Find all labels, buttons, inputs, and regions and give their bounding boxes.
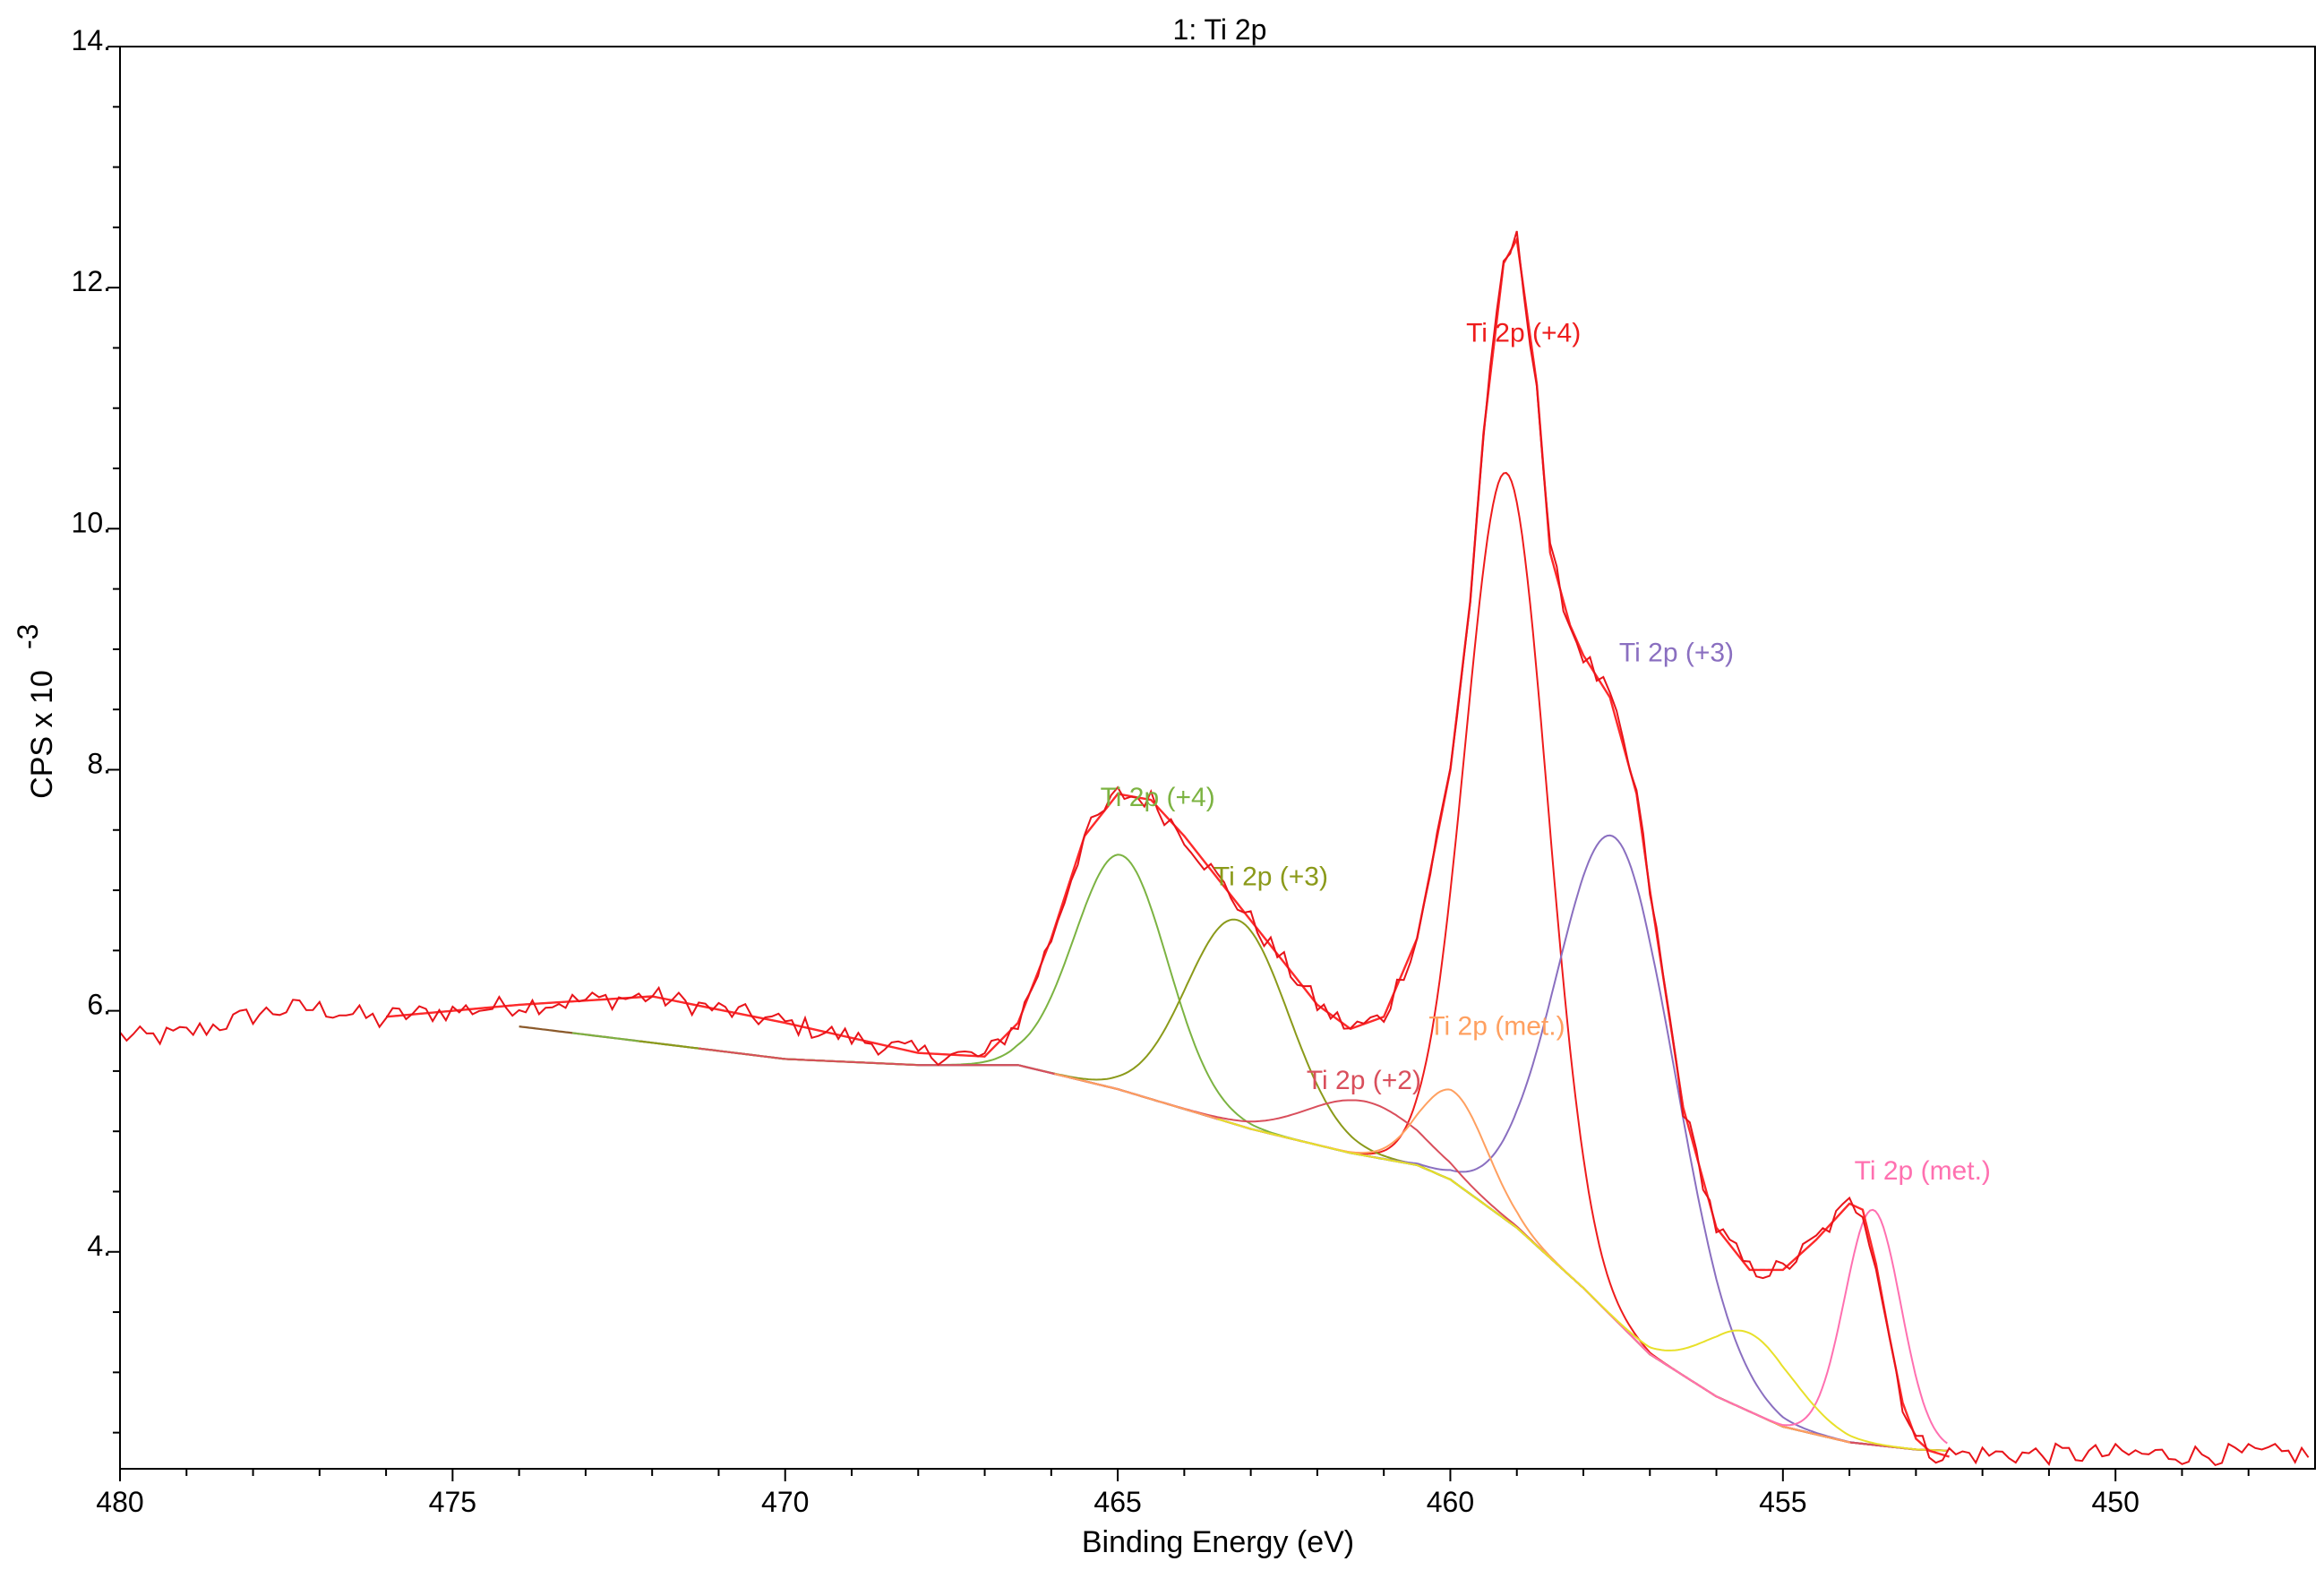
y-axis-title-group: CPS x 10 -3 [12, 624, 59, 799]
peak-label-7: Ti 2p (met.) [1855, 1156, 1991, 1186]
x-tick-label: 460 [1427, 1486, 1474, 1518]
y-tick-label: 8. [87, 747, 111, 779]
peak-label-6: Ti 2p (met.) [1428, 1012, 1565, 1042]
peak-label-1: Ti 2p (+4) [1466, 319, 1581, 348]
x-tick-label: 465 [1093, 1486, 1141, 1518]
plot-frame [119, 46, 2316, 1470]
chart-title: 1: Ti 2p [1173, 13, 1267, 46]
y-tick-label: 10. [72, 506, 111, 538]
y-tick-label: 6. [87, 989, 111, 1021]
x-tick-label: 455 [1759, 1486, 1806, 1518]
raw-spectrum-line [119, 230, 2310, 1467]
y-axis-exponent: -3 [12, 624, 44, 649]
x-tick-label: 475 [429, 1486, 476, 1518]
chart-axes: 480 475 470 465 460 455 450 4. 6. 8. 10. 12. 14. [72, 24, 2316, 1518]
peak-component-4 [918, 834, 1949, 1452]
y-tick-label: 4. [87, 1230, 111, 1262]
y-axis-title: CPS x 10 [25, 670, 59, 799]
chart-marks [119, 230, 2310, 1467]
peak-label-3: Ti 2p (+3) [1213, 862, 1328, 892]
peak-label-2: Ti 2p (+4) [1101, 783, 1215, 812]
chart-labels: 1: Ti 2p Binding Energy (eV) CPS x 10 -3 Ti … [12, 13, 1991, 1559]
peak-component-3 [639, 918, 1834, 1440]
peak-label-4: Ti 2p (+3) [1619, 638, 1734, 667]
x-axis-title: Binding Energy (eV) [1082, 1525, 1354, 1559]
peak-component-6 [1054, 1073, 1851, 1444]
peak-component-2 [571, 854, 1669, 1368]
peak-component-8 [1217, 1118, 1947, 1452]
peak-component-1 [1024, 471, 1949, 1452]
x-tick-label: 470 [761, 1486, 809, 1518]
y-tick-label: 14. [72, 24, 111, 56]
y-tick-label: 12. [72, 265, 111, 297]
background-line [519, 1025, 1946, 1452]
x-tick-label: 450 [2091, 1486, 2139, 1518]
peak-label-5: Ti 2p (+2) [1307, 1066, 1421, 1095]
peak-component-7 [1539, 1208, 1948, 1445]
x-tick-label: 480 [96, 1486, 143, 1518]
